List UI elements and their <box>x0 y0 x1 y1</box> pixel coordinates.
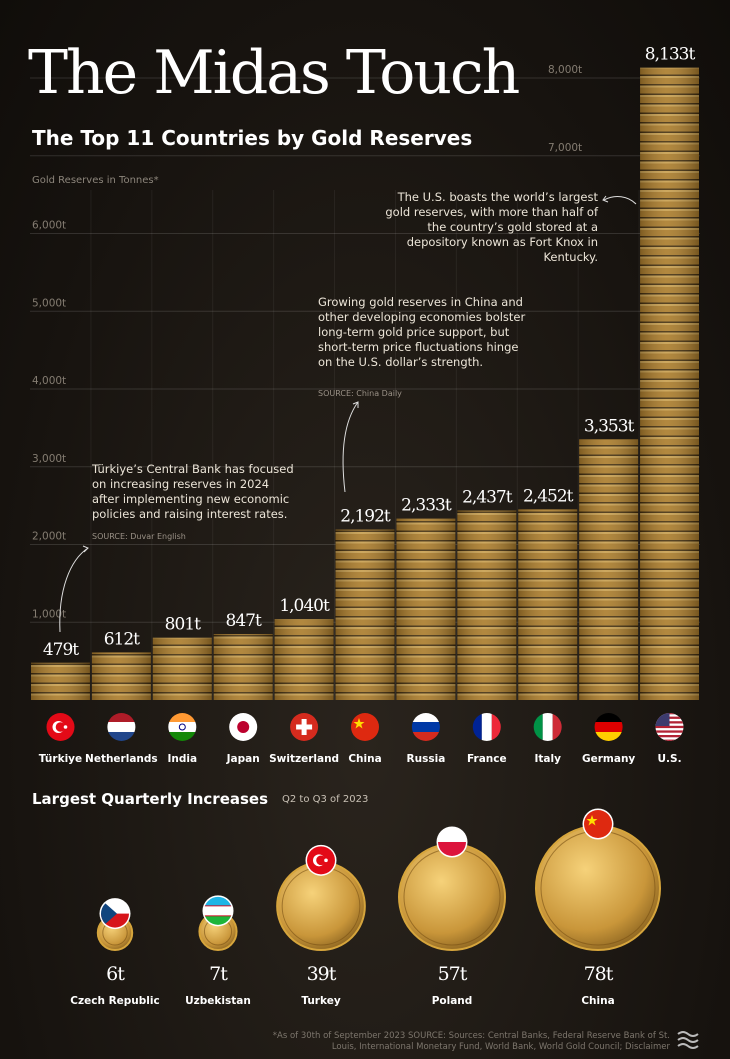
x-tick-label: China <box>348 753 381 765</box>
flag <box>584 810 612 838</box>
bar <box>518 509 578 700</box>
bar <box>640 67 699 701</box>
annotation-source: SOURCE: China Daily <box>318 389 402 398</box>
y-tick-label: 8,000t <box>548 64 582 76</box>
y-tick-label: 7,000t <box>548 142 582 154</box>
flag <box>204 896 232 906</box>
annotation: Türkiye’s Central Bank has focused on in… <box>92 462 294 521</box>
section-title: Largest Quarterly Increases <box>32 790 269 808</box>
flag <box>204 915 232 925</box>
value-label: 2,437t <box>462 488 513 508</box>
value-label: 7t <box>209 963 228 985</box>
flag <box>204 905 232 916</box>
value-label: 3,353t <box>584 416 635 436</box>
value-label: 847t <box>226 611 262 631</box>
arrow-head <box>602 195 609 203</box>
bar <box>396 518 456 700</box>
x-tick-label: Italy <box>534 753 561 765</box>
category-label: Poland <box>432 995 473 1007</box>
arrow-head <box>82 545 89 553</box>
coins: 6t Czech Republic 7t Uzbekistan 39t Turkey 57t… <box>70 808 661 1007</box>
flag <box>438 827 466 842</box>
x-tick-label: Netherlands <box>85 753 158 765</box>
category-label: Turkey <box>301 995 340 1007</box>
subtitle: The Top 11 Countries by Gold Reserves <box>32 126 473 150</box>
flag <box>101 899 129 928</box>
value-label: 479t <box>43 640 79 660</box>
flag <box>307 846 335 875</box>
x-tick-label: Germany <box>582 753 635 765</box>
y-tick-label: 2,000t <box>32 531 66 543</box>
value-label: 612t <box>104 629 140 649</box>
y-tick-label: 4,000t <box>32 375 66 387</box>
footnote: *As of 30th of September 2023 SOURCE: So… <box>272 1031 670 1052</box>
bar <box>152 637 212 700</box>
y-tick-label: 5,000t <box>32 297 66 309</box>
bar <box>457 510 517 700</box>
arrow <box>603 196 637 205</box>
y-tick-label: 6,000t <box>32 220 66 232</box>
flag <box>202 895 234 927</box>
flag <box>101 899 117 928</box>
y-tick-label: 3,000t <box>32 453 66 465</box>
value-label: 8,133t <box>645 45 696 65</box>
value-label: 2,333t <box>401 496 452 516</box>
flag <box>438 841 466 856</box>
labels: 479t Türkiye 612t Netherlands 801t India 847t J… <box>39 45 697 765</box>
flag <box>204 896 232 925</box>
bar <box>91 652 151 700</box>
flag <box>586 815 598 826</box>
bar <box>335 529 395 700</box>
bar <box>274 619 334 700</box>
annotation: The U.S. boasts the world’s largest gold… <box>385 190 598 264</box>
value-label: 57t <box>438 963 468 985</box>
x-tick-label: India <box>167 753 197 765</box>
title: The Midas Touch <box>28 38 520 108</box>
arrow-head <box>352 401 359 408</box>
value-label: 2,192t <box>340 507 391 527</box>
bar <box>579 439 639 700</box>
flag <box>324 858 328 863</box>
flag <box>204 915 232 917</box>
flag <box>305 844 337 876</box>
logo <box>677 1031 699 1049</box>
value-label: 78t <box>584 963 614 985</box>
flag <box>436 826 468 858</box>
annotation: Growing gold reserves in China and other… <box>318 295 526 369</box>
x-tick-label: France <box>467 753 507 765</box>
y-tick-label: 1,000t <box>32 608 66 620</box>
coin <box>397 842 507 951</box>
annotation-source: SOURCE: Duvar English <box>92 532 186 541</box>
x-tick-label: Japan <box>226 753 260 765</box>
flag <box>584 810 612 838</box>
flag <box>316 855 326 866</box>
value-label: 801t <box>165 615 201 635</box>
bar <box>31 662 90 700</box>
x-tick-label: Russia <box>407 753 446 765</box>
flag <box>204 905 232 907</box>
category-label: Uzbekistan <box>185 995 251 1007</box>
category-label: China <box>581 995 614 1007</box>
flag <box>99 898 131 930</box>
x-tick-label: Switzerland <box>269 753 339 765</box>
x-tick-label: Türkiye <box>39 753 82 765</box>
section-subtitle: Q2 to Q3 of 2023 <box>282 794 369 805</box>
value-label: 39t <box>307 963 337 985</box>
category-label: Czech Republic <box>70 995 159 1007</box>
bars <box>31 67 699 701</box>
axis-label: Gold Reserves in Tonnes* <box>32 175 159 186</box>
flag <box>582 808 614 840</box>
x-tick-label: U.S. <box>658 753 682 765</box>
value-label: 1,040t <box>279 596 330 616</box>
value-label: 2,452t <box>523 486 574 506</box>
flags <box>46 713 684 741</box>
arrow <box>342 401 359 493</box>
coin <box>535 825 661 951</box>
bar <box>213 634 273 700</box>
arrow <box>59 547 89 633</box>
flag <box>438 827 466 856</box>
value-label: 6t <box>106 963 125 985</box>
